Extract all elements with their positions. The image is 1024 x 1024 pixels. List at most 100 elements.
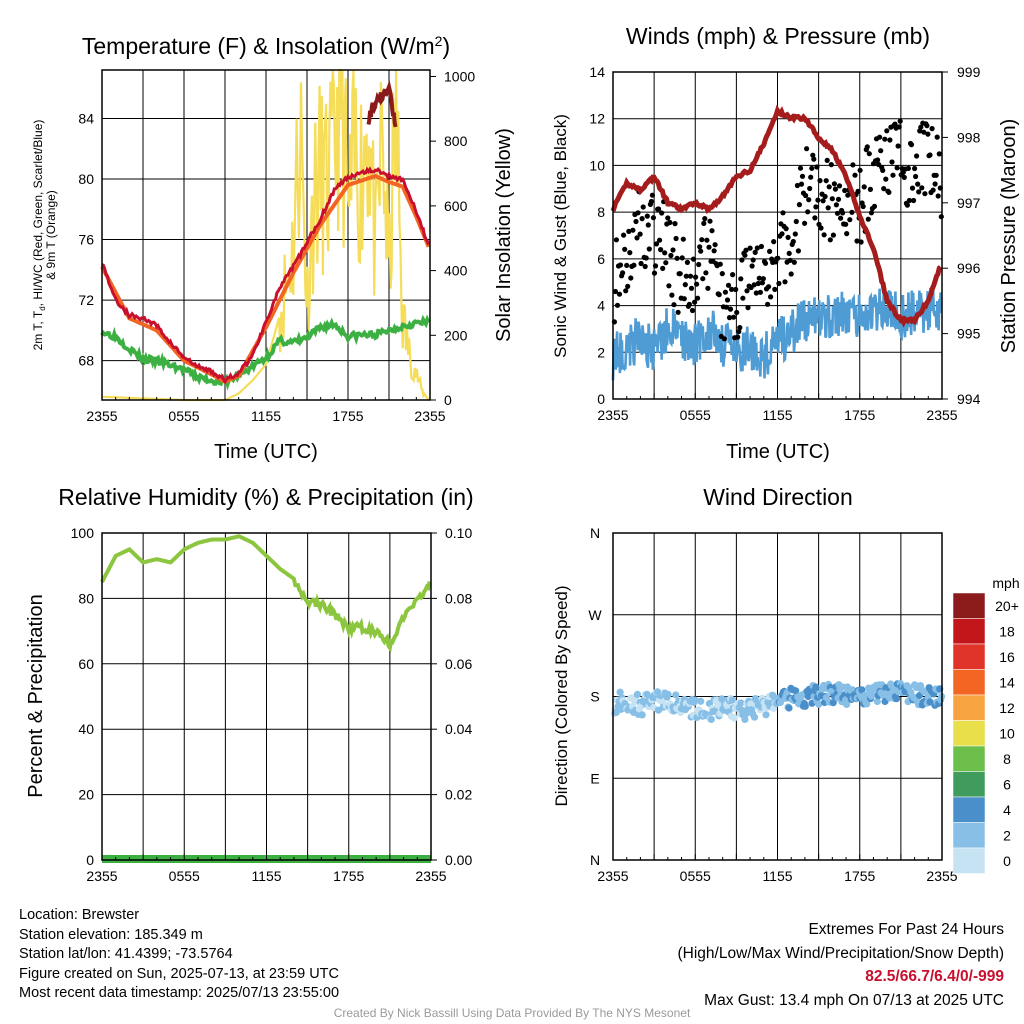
gust-point xyxy=(823,178,829,184)
direction-point xyxy=(730,714,738,722)
wind-y-tick-label: 12 xyxy=(589,111,605,127)
gust-point xyxy=(729,286,735,292)
dir-x-tick-label: 2355 xyxy=(597,868,628,884)
gust-point xyxy=(768,294,774,300)
gust-point xyxy=(798,181,805,187)
temp-y-tick-label: 84 xyxy=(78,110,94,126)
rh-x-tick-label: 0555 xyxy=(169,868,200,884)
colorbar-label: 8 xyxy=(1003,751,1011,767)
wind-y2-tick-label: 996 xyxy=(957,260,981,276)
rh-x-tick-label: 2355 xyxy=(415,868,446,884)
wind-y-tick-label: 4 xyxy=(597,298,605,314)
direction-point xyxy=(873,697,881,706)
direction-point xyxy=(750,713,759,721)
gust-point xyxy=(911,197,917,204)
gust-point xyxy=(757,289,764,295)
wind-y-tick-label: 0 xyxy=(597,391,605,407)
gust-point xyxy=(830,232,837,238)
gust-point xyxy=(826,184,832,190)
gust-point xyxy=(867,186,874,192)
gust-point xyxy=(834,210,841,216)
gust-point xyxy=(790,238,796,245)
gust-point xyxy=(670,247,676,253)
direction-point xyxy=(664,690,672,699)
gust-point xyxy=(701,220,707,226)
gust-point xyxy=(791,259,797,265)
wind-y2-tick-label: 997 xyxy=(957,195,981,211)
gust-point xyxy=(922,191,928,197)
gust-point xyxy=(652,263,659,269)
gust-point xyxy=(646,246,652,252)
gust-point xyxy=(796,202,803,208)
gust-point xyxy=(693,274,699,280)
gust-point xyxy=(696,261,702,268)
gust-point xyxy=(930,187,936,193)
colorbar-label: 0 xyxy=(1003,853,1011,869)
gust-point xyxy=(621,232,627,238)
gust-point xyxy=(649,192,656,198)
gust-point xyxy=(842,187,848,194)
rh-line xyxy=(100,534,432,653)
gust-point xyxy=(681,296,687,302)
direction-point xyxy=(812,683,820,691)
wind-series xyxy=(610,104,944,381)
rh-y-tick-label: 60 xyxy=(78,656,94,672)
gust-point xyxy=(857,167,863,173)
direction-point xyxy=(843,700,851,709)
dir-chart-title: Wind Direction xyxy=(703,484,853,510)
dir-y-tick-label: N xyxy=(590,525,600,541)
dir-series xyxy=(610,679,946,724)
gust-point xyxy=(740,295,746,301)
pressure-line xyxy=(610,104,943,328)
gust-point xyxy=(683,273,689,279)
gust-point xyxy=(642,263,648,270)
gust-point xyxy=(820,198,826,204)
gust-point xyxy=(864,144,870,150)
direction-point xyxy=(633,690,642,699)
gust-point xyxy=(736,328,742,335)
extremes-box: Extremes For Past 24 Hours (High/Low/Max… xyxy=(678,918,1005,1012)
gust-point xyxy=(817,178,823,184)
gust-point xyxy=(657,237,663,243)
direction-point xyxy=(858,686,866,694)
gust-point xyxy=(634,235,640,241)
wind-x-axis-label: Time (UTC) xyxy=(726,441,830,463)
gust-point xyxy=(660,265,666,271)
dir-x-tick-label: 1155 xyxy=(762,868,792,884)
gust-point xyxy=(808,174,814,180)
gust-point xyxy=(755,280,761,287)
gust-point xyxy=(666,283,672,289)
gust-point xyxy=(878,148,884,154)
temp-y-tick-label: 72 xyxy=(78,292,94,308)
gust-point xyxy=(752,249,758,255)
gust-point xyxy=(936,151,942,157)
gust-point xyxy=(925,131,931,137)
gust-point xyxy=(739,257,745,263)
direction-point xyxy=(741,715,749,724)
temp-y2-axis-label: Solar Insolation (Yellow) xyxy=(493,128,515,342)
gust-point xyxy=(737,325,743,331)
gust-point xyxy=(709,228,715,234)
gust-point xyxy=(783,226,789,232)
gust-point xyxy=(687,273,694,279)
colorbar-unit-label: mph xyxy=(992,575,1019,591)
gust-point xyxy=(688,285,695,291)
gust-point xyxy=(818,225,824,231)
colorbar-swatch xyxy=(952,669,986,696)
rh-y2-tick-label: 0.06 xyxy=(445,656,472,672)
rh-chart-title: Relative Humidity (%) & Precipitation (i… xyxy=(58,484,473,510)
station-elevation: Station elevation: 185.349 m xyxy=(19,926,203,943)
gust-point xyxy=(626,228,632,234)
temp-x-axis-label: Time (UTC) xyxy=(214,441,318,463)
gust-point xyxy=(810,152,816,158)
gust-point xyxy=(723,304,730,310)
gust-point xyxy=(881,186,887,192)
gust-point xyxy=(705,285,711,291)
gust-point xyxy=(614,302,621,308)
direction-point xyxy=(920,688,928,696)
gust-point xyxy=(906,197,913,204)
gust-point xyxy=(624,262,630,268)
gust-point xyxy=(932,181,938,187)
gust-point xyxy=(785,234,791,240)
rh-y-tick-label: 20 xyxy=(78,787,94,803)
